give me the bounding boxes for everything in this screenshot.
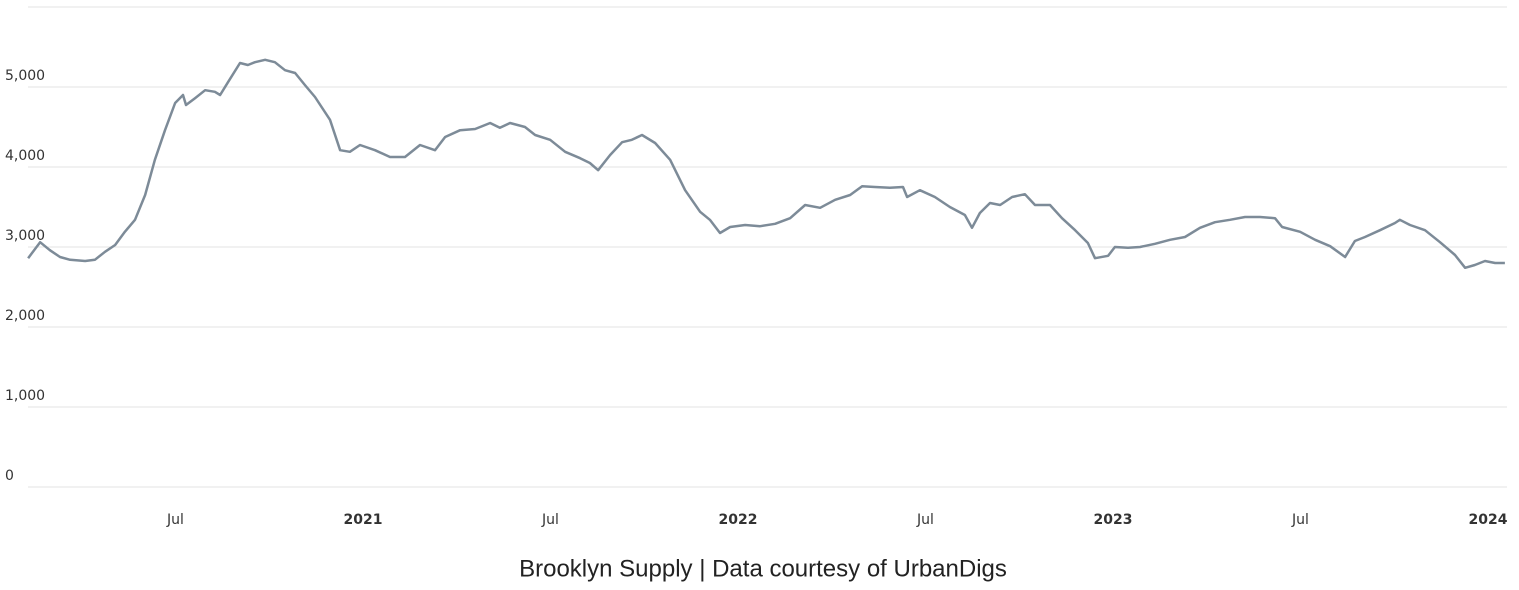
x-tick-label: Jul (1291, 512, 1309, 528)
x-tick-label: Jul (541, 512, 559, 528)
chart-title: Brooklyn Supply | Data courtesy of Urban… (519, 555, 1007, 582)
x-tick-label: Jul (166, 512, 184, 528)
x-tick-label: Jul (916, 512, 934, 528)
y-tick-label: 0 (5, 468, 14, 484)
y-tick-label: 4,000 (5, 148, 45, 164)
y-tick-label: 1,000 (5, 388, 45, 404)
y-tick-label: 2,000 (5, 308, 45, 324)
x-tick-label: 2024 (1469, 512, 1508, 528)
y-tick-label: 5,000 (5, 68, 45, 84)
line (27, 58, 1505, 270)
x-tick-label: 2022 (719, 512, 758, 528)
x-tick-label: 2023 (1094, 512, 1133, 528)
y-tick-label: 3,000 (5, 228, 45, 244)
x-tick-label: 2021 (344, 512, 383, 528)
